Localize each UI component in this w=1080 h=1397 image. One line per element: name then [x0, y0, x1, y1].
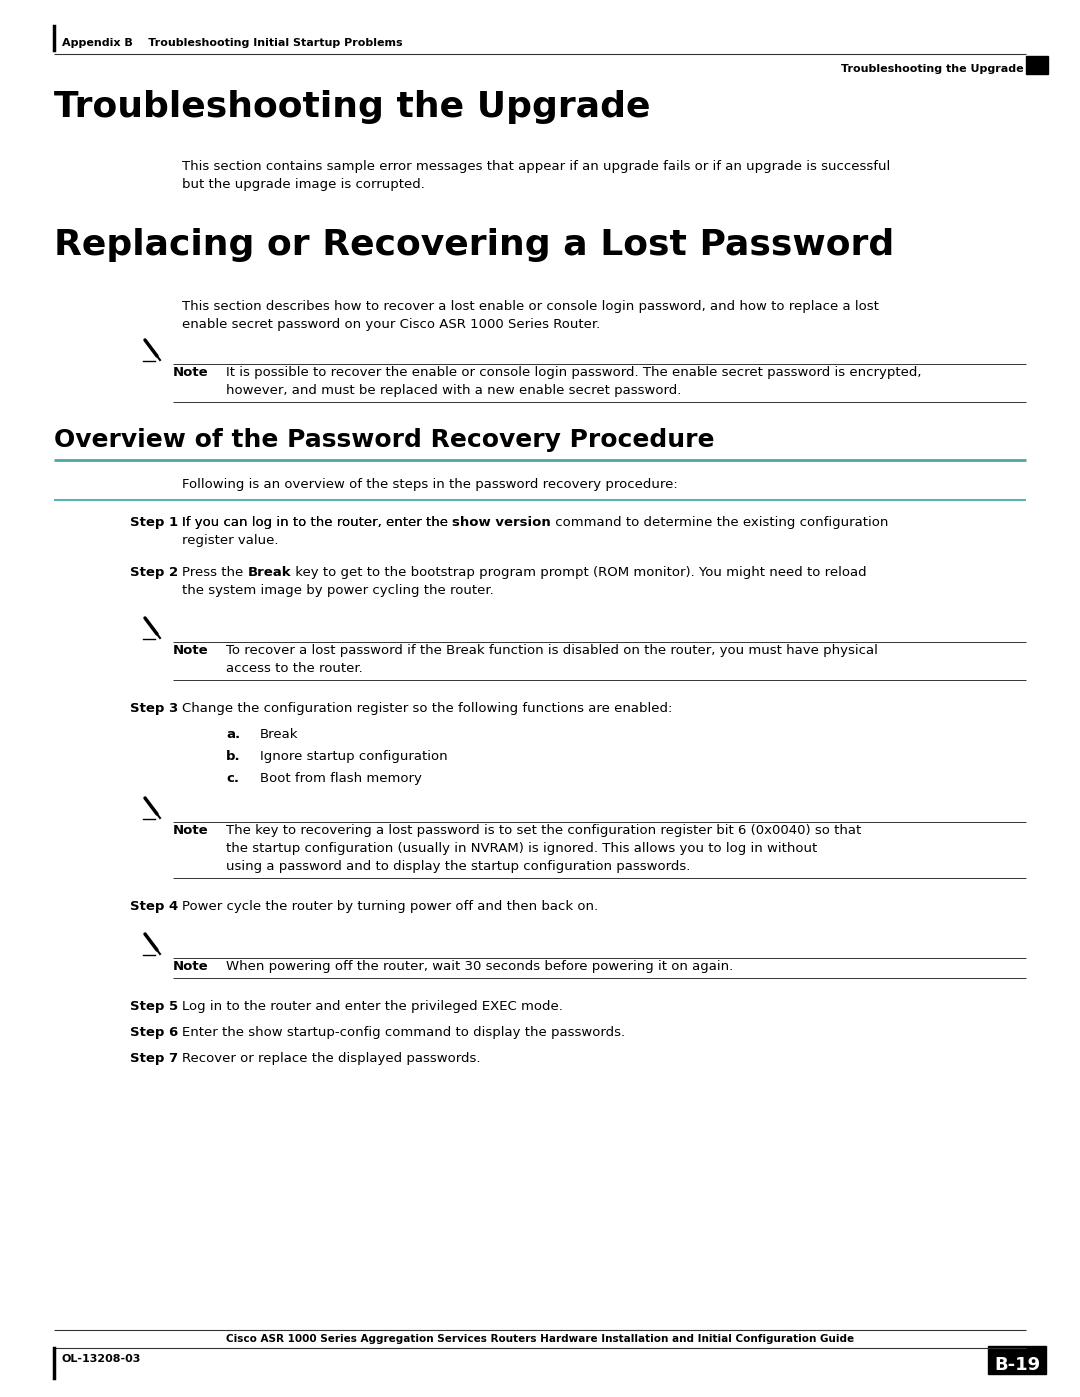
Text: If you can log in to the router, enter the: If you can log in to the router, enter t… [183, 515, 453, 529]
Bar [988, 1345, 1047, 1375]
Bar [1026, 56, 1048, 74]
Text: Troubleshooting the Upgrade: Troubleshooting the Upgrade [54, 89, 650, 124]
Text: Step 7: Step 7 [130, 1052, 178, 1065]
Text: Step 3: Step 3 [130, 703, 178, 715]
Text: the system image by power cycling the router.: the system image by power cycling the ro… [183, 584, 494, 597]
Text: Note: Note [173, 644, 208, 657]
Text: access to the router.: access to the router. [226, 662, 363, 675]
Text: Note: Note [173, 960, 208, 972]
Text: Step 5: Step 5 [130, 1000, 178, 1013]
Text: This section contains sample error messages that appear if an upgrade fails or i: This section contains sample error messa… [183, 161, 890, 173]
Text: the startup configuration (usually in NVRAM) is ignored. This allows you to log : the startup configuration (usually in NV… [226, 842, 818, 855]
Text: Recover or replace the displayed passwords.: Recover or replace the displayed passwor… [183, 1052, 481, 1065]
Text: Following is an overview of the steps in the password recovery procedure:: Following is an overview of the steps in… [183, 478, 678, 490]
Text: register value.: register value. [183, 534, 279, 548]
Text: Replacing or Recovering a Lost Password: Replacing or Recovering a Lost Password [54, 228, 894, 263]
Text: enable secret password on your Cisco ASR 1000 Series Router.: enable secret password on your Cisco ASR… [183, 319, 600, 331]
Text: command to determine the existing configuration: command to determine the existing config… [551, 515, 889, 529]
Text: Enter the show startup-config command to display the passwords.: Enter the show startup-config command to… [183, 1025, 625, 1039]
Text: OL-13208-03: OL-13208-03 [62, 1354, 141, 1363]
Text: however, and must be replaced with a new enable secret password.: however, and must be replaced with a new… [226, 384, 681, 397]
Text: Power cycle the router by turning power off and then back on.: Power cycle the router by turning power … [183, 900, 598, 914]
Text: but the upgrade image is corrupted.: but the upgrade image is corrupted. [183, 177, 424, 191]
Text: Log in to the router and enter the privileged EXEC mode.: Log in to the router and enter the privi… [183, 1000, 563, 1013]
Text: Break: Break [260, 728, 298, 740]
Text: To recover a lost password if the Break function is disabled on the router, you : To recover a lost password if the Break … [226, 644, 878, 657]
Text: Troubleshooting the Upgrade: Troubleshooting the Upgrade [841, 64, 1024, 74]
Text: Step 6: Step 6 [130, 1025, 178, 1039]
Text: Appendix B    Troubleshooting Initial Startup Problems: Appendix B Troubleshooting Initial Start… [62, 38, 403, 47]
Text: Overview of the Password Recovery Procedure: Overview of the Password Recovery Proced… [54, 427, 715, 453]
Text: a.: a. [226, 728, 240, 740]
Text: Change the configuration register so the following functions are enabled:: Change the configuration register so the… [183, 703, 673, 715]
Text: Step 1: Step 1 [130, 515, 178, 529]
Text: It is possible to recover the enable or console login password. The enable secre: It is possible to recover the enable or … [226, 366, 921, 379]
Text: key to get to the bootstrap program prompt (ROM monitor). You might need to relo: key to get to the bootstrap program prom… [292, 566, 867, 578]
Text: Press the: Press the [183, 566, 247, 578]
Text: B-19: B-19 [994, 1356, 1040, 1375]
Text: The key to recovering a lost password is to set the configuration register bit 6: The key to recovering a lost password is… [226, 824, 861, 837]
Text: When powering off the router, wait 30 seconds before powering it on again.: When powering off the router, wait 30 se… [226, 960, 733, 972]
Text: Note: Note [173, 366, 208, 379]
Text: show version: show version [453, 515, 551, 529]
Text: If you can log in to the router, enter the: If you can log in to the router, enter t… [183, 515, 453, 529]
Text: c.: c. [226, 773, 239, 785]
Text: using a password and to display the startup configuration passwords.: using a password and to display the star… [226, 861, 690, 873]
Text: Break: Break [247, 566, 292, 578]
Text: Boot from flash memory: Boot from flash memory [260, 773, 422, 785]
Text: Cisco ASR 1000 Series Aggregation Services Routers Hardware Installation and Ini: Cisco ASR 1000 Series Aggregation Servic… [226, 1334, 854, 1344]
Text: Ignore startup configuration: Ignore startup configuration [260, 750, 447, 763]
Text: Step 4: Step 4 [130, 900, 178, 914]
Text: Note: Note [173, 824, 208, 837]
Text: b.: b. [226, 750, 241, 763]
Text: This section describes how to recover a lost enable or console login password, a: This section describes how to recover a … [183, 300, 879, 313]
Text: Step 2: Step 2 [130, 566, 178, 578]
